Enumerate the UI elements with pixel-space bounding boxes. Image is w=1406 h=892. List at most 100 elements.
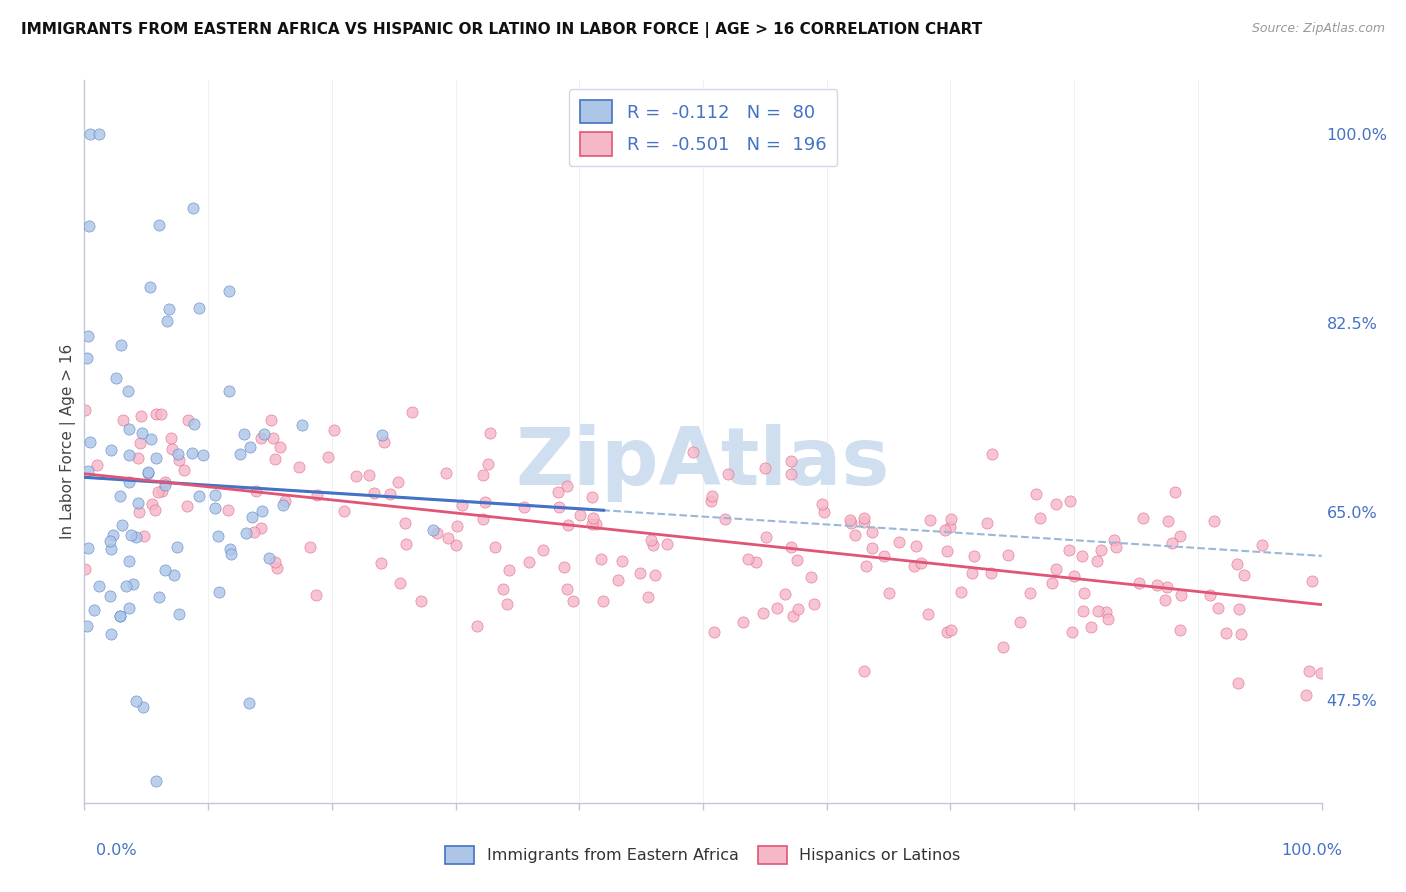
Point [643,538,665,552]
Point [233,427,256,442]
Point [145,451,167,466]
Point [553,560,575,574]
Point [359,467,381,482]
Point [173,463,195,477]
Point [585,516,607,531]
Point [1060,625,1083,640]
Point [1029,511,1052,525]
Point [76,618,98,632]
Point [322,423,344,437]
Point [344,469,367,483]
Point [218,384,240,398]
Point [287,460,309,475]
Point [118,422,141,436]
Point [714,511,737,525]
Point [73,402,96,417]
Legend: R =  -0.112   N =  80, R =  -0.501   N =  196: R = -0.112 N = 80, R = -0.501 N = 196 [569,89,837,167]
Point [259,551,281,566]
Point [250,431,273,445]
Point [110,608,132,623]
Point [150,483,173,498]
Point [148,590,170,604]
Point [166,540,188,554]
Point [444,538,467,552]
Point [76,464,98,478]
Point [235,526,257,541]
Point [1063,568,1085,582]
Point [1105,540,1128,554]
Point [547,500,569,514]
Point [128,505,150,519]
Point [1251,538,1274,552]
Point [1057,543,1080,558]
Point [98,589,121,603]
Point [962,566,984,580]
Point [910,557,932,571]
Point [156,314,179,328]
Point [160,431,183,445]
Point [1230,627,1253,641]
Point [305,588,328,602]
Point [162,568,184,582]
Point [1040,575,1063,590]
Point [644,567,666,582]
Point [976,516,998,531]
Point [557,518,579,533]
Point [204,500,226,515]
Point [1298,664,1320,678]
Point [484,540,506,554]
Point [939,512,962,526]
Point [853,515,876,529]
Point [1156,514,1178,528]
Point [1132,511,1154,525]
Point [425,526,447,541]
Point [146,485,169,500]
Point [1059,494,1081,508]
Point [1087,603,1109,617]
Point [131,425,153,440]
Point [120,527,142,541]
Point [787,602,810,616]
Y-axis label: In Labor Force | Age > 16: In Labor Force | Age > 16 [60,344,76,539]
Point [852,511,875,525]
Point [786,552,808,566]
Point [153,477,176,491]
Point [917,607,939,621]
Point [838,513,860,527]
Point [87,127,110,141]
Point [513,500,536,514]
Point [260,412,283,426]
Point [467,619,489,633]
Point [370,556,392,570]
Point [167,453,190,467]
Point [766,601,789,615]
Point [855,558,877,573]
Point [136,466,159,480]
Point [1226,558,1249,572]
Point [238,696,260,710]
Point [751,606,773,620]
Point [269,440,291,454]
Point [239,441,262,455]
Point [1227,676,1250,690]
Point [873,549,896,563]
Point [249,521,271,535]
Point [305,488,328,502]
Point [980,566,1002,580]
Point [1010,615,1032,629]
Point [780,540,803,554]
Point [592,594,614,608]
Point [252,504,274,518]
Point [125,530,148,544]
Point [100,541,122,556]
Point [877,586,900,600]
Point [208,585,231,599]
Point [245,483,267,498]
Point [118,475,141,490]
Text: 0.0%: 0.0% [96,843,136,858]
Point [1199,588,1222,602]
Point [1019,586,1042,600]
Point [204,488,226,502]
Point [640,533,662,547]
Point [1153,593,1175,607]
